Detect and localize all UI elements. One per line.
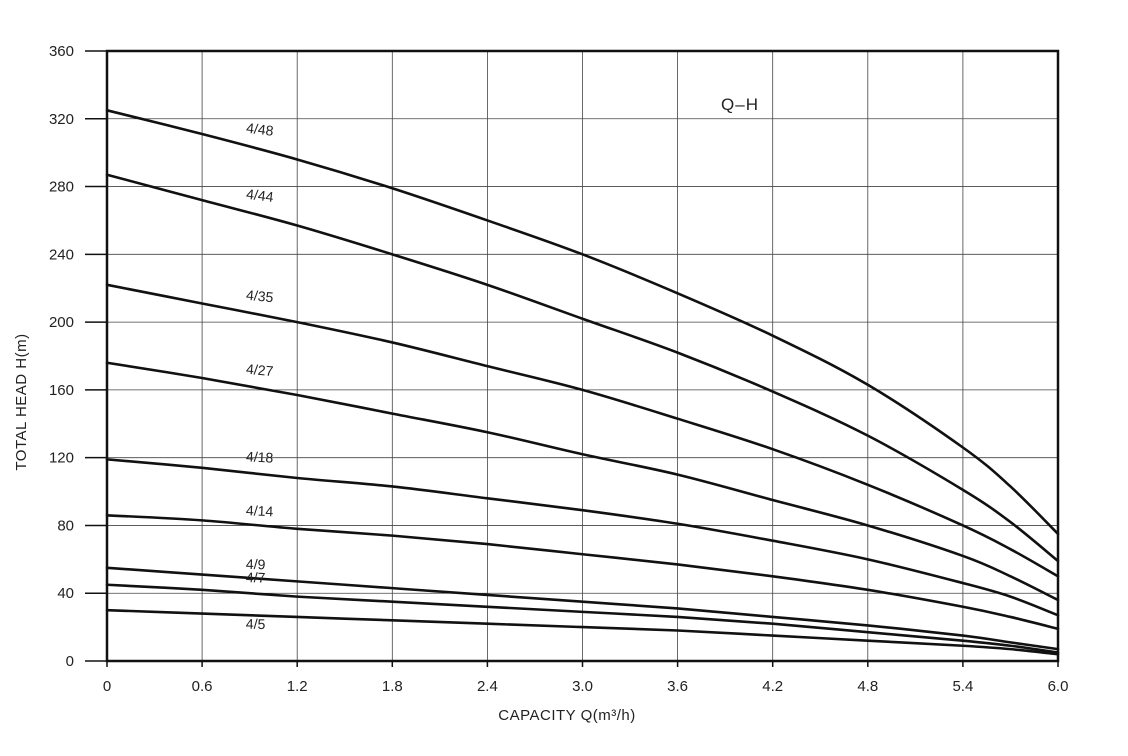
y-tick-label: 240 bbox=[49, 246, 74, 263]
series-curve-4-7 bbox=[105, 583, 1060, 654]
chart-title: Q–H bbox=[721, 95, 759, 114]
x-tick-label: 5.4 bbox=[952, 678, 973, 695]
plot-frame bbox=[105, 49, 1060, 663]
axis-ticks: 0 0.6 1.2 1.8 2.4 3.0 3.6 4.2 4.8 5.4 6.0 0 40 80 120 1… bbox=[49, 43, 1068, 695]
y-tick-label: 280 bbox=[49, 179, 74, 196]
series-curve-4-14 bbox=[105, 513, 1060, 631]
series-label-4-7: 4/7 bbox=[246, 569, 266, 586]
x-tick-label: 4.8 bbox=[857, 678, 878, 695]
y-tick-label: 80 bbox=[57, 517, 74, 534]
x-axis-title: CAPACITY Q(m³/h) bbox=[498, 707, 635, 724]
series-curve-4-44 bbox=[105, 173, 1060, 563]
series-curves bbox=[105, 109, 1060, 656]
y-tick-label: 0 bbox=[66, 653, 74, 670]
series-label-4-9: 4/9 bbox=[246, 556, 266, 573]
series-curve-4-5 bbox=[105, 608, 1060, 656]
series-label-4-5: 4/5 bbox=[246, 616, 266, 632]
y-axis-title: TOTAL HEAD H(m) bbox=[13, 333, 30, 470]
x-tick-label: 4.2 bbox=[762, 678, 783, 695]
series-curve-4-18 bbox=[105, 458, 1060, 617]
series-label-4-27: 4/27 bbox=[246, 361, 275, 379]
series-label-4-35: 4/35 bbox=[246, 287, 275, 306]
series-labels: 4/48 4/44 4/35 4/27 4/18 4/14 4/94/7 4/5 bbox=[245, 120, 274, 632]
x-tick-label: 3.0 bbox=[572, 678, 593, 695]
series-label-4-14: 4/14 bbox=[246, 502, 274, 519]
series-curve-4-27 bbox=[105, 361, 1060, 602]
y-tick-label: 320 bbox=[49, 111, 74, 128]
x-tick-label: 0.6 bbox=[192, 678, 213, 695]
y-tick-label: 120 bbox=[49, 450, 74, 467]
y-tick-label: 40 bbox=[57, 585, 74, 602]
series-label-4-44: 4/44 bbox=[245, 186, 274, 205]
y-tick-label: 160 bbox=[49, 382, 74, 399]
y-tick-label: 200 bbox=[49, 314, 74, 331]
x-tick-label: 0 bbox=[103, 678, 111, 695]
series-curve-4-48 bbox=[105, 109, 1060, 536]
series-label-4-18: 4/18 bbox=[246, 448, 274, 465]
series-label-4-48: 4/48 bbox=[245, 120, 274, 139]
x-tick-label: 6.0 bbox=[1048, 678, 1069, 695]
x-tick-label: 1.2 bbox=[287, 678, 308, 695]
series-curve-4-35 bbox=[105, 283, 1060, 578]
x-tick-label: 1.8 bbox=[382, 678, 403, 695]
y-tick-label: 360 bbox=[49, 43, 74, 60]
series-curve-4-9 bbox=[105, 566, 1060, 651]
x-tick-label: 2.4 bbox=[477, 678, 498, 695]
x-tick-label: 3.6 bbox=[667, 678, 688, 695]
